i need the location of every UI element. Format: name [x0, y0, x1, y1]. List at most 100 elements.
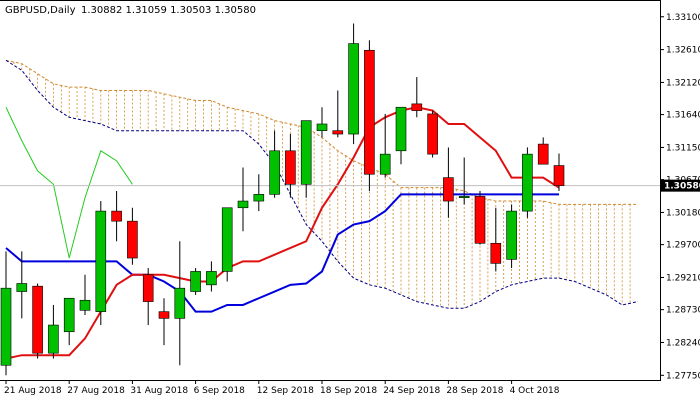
y-tick-label: 1.28240 [666, 338, 700, 348]
candle [16, 251, 28, 319]
candle-body [285, 150, 296, 185]
y-tick-label: 1.30180 [666, 208, 700, 218]
candle [158, 298, 170, 346]
candle [127, 207, 138, 265]
x-tick-label: 24 Sep 2018 [383, 386, 440, 396]
candle-body [127, 220, 138, 259]
candle-body [537, 143, 549, 165]
y-tick-label: 1.28730 [666, 306, 700, 316]
candle [95, 201, 107, 326]
y-tick-label: 1.29210 [666, 273, 700, 283]
candle [427, 110, 438, 158]
candle-body [0, 287, 12, 366]
candle [221, 207, 233, 282]
candle-body [206, 271, 217, 286]
candle [348, 23, 359, 145]
candle-body [379, 153, 391, 175]
candle [522, 147, 533, 218]
candlesticks [0, 23, 565, 376]
candle-body [79, 299, 91, 311]
axes [0, 0, 661, 381]
price-tag-background [661, 179, 700, 192]
candle-body [253, 194, 265, 202]
candle [0, 251, 12, 376]
candle [190, 268, 201, 295]
x-tick-label: 12 Sep 2018 [257, 386, 314, 396]
candle-body [522, 153, 533, 212]
candle [537, 137, 549, 165]
y-tick-label: 1.32120 [666, 78, 700, 88]
x-tick-label: 6 Sep 2018 [194, 386, 246, 396]
candle-body [95, 210, 107, 312]
candle [142, 268, 154, 326]
candle [32, 283, 43, 359]
ohlc-label: 1.30882 1.31059 1.30503 1.30580 [81, 5, 256, 16]
y-tick-label: 1.27750 [666, 371, 700, 381]
candle-body [427, 113, 438, 155]
candle [490, 207, 502, 272]
chikou-span-line [5, 107, 133, 259]
candle-body [300, 120, 312, 185]
candle [63, 297, 75, 346]
candle-body [443, 177, 454, 202]
y-tick-label: 1.33100 [666, 13, 700, 23]
candle-body [237, 200, 249, 209]
candle [379, 113, 391, 178]
x-axis-ticks: 21 Aug 2018 27 Aug 2018 31 Aug 2018 6 Sep 2… [4, 380, 560, 396]
candle-body [411, 103, 423, 111]
candle [506, 204, 517, 269]
x-tick-label: 18 Sep 2018 [320, 386, 377, 396]
symbol-label: GBPUSD,Daily [5, 5, 76, 16]
candle-body [190, 271, 201, 292]
candle-body [221, 207, 233, 272]
current-price-tag: 1.30580 [661, 179, 700, 192]
tenkan-sen-line [5, 106, 560, 360]
candle [48, 304, 59, 359]
y-tick-label: 1.31640 [666, 111, 700, 121]
candle-body [16, 283, 28, 292]
y-tick-label: 1.32610 [666, 46, 700, 56]
x-tick-label: 28 Sep 2018 [446, 386, 503, 396]
x-tick-label: 27 Aug 2018 [67, 386, 125, 396]
candle [206, 261, 217, 292]
candle-body [111, 210, 122, 222]
x-tick-label: 31 Aug 2018 [130, 386, 188, 396]
candle [395, 106, 407, 165]
candle [332, 90, 344, 138]
x-tick-label: 21 Aug 2018 [4, 386, 62, 396]
y-tick-label: 1.31150 [666, 143, 700, 153]
candle [237, 167, 249, 232]
candle [411, 77, 423, 118]
candle [285, 134, 296, 198]
candle-body [490, 242, 502, 264]
candle-body [395, 106, 407, 152]
candle [253, 174, 265, 212]
candle-body [553, 165, 565, 186]
candle-body [48, 324, 59, 354]
candle-body [332, 130, 344, 135]
candle-body [32, 285, 43, 354]
candle-body [158, 311, 170, 319]
candle [269, 130, 280, 198]
candle-body [142, 274, 154, 302]
candle [474, 191, 486, 245]
candle [364, 40, 375, 192]
candle-body [316, 123, 328, 131]
candle-body [364, 49, 375, 175]
candle-body [458, 196, 470, 199]
candle-body [63, 297, 75, 333]
candle-body [269, 150, 280, 195]
candle [553, 153, 565, 192]
candle [300, 120, 312, 198]
candle [443, 147, 454, 218]
candle-body [348, 43, 359, 135]
price-tag-label: 1.30580 [664, 182, 700, 192]
candle [458, 157, 470, 205]
candle [79, 274, 91, 315]
candle-body [506, 210, 517, 260]
y-tick-label: 1.29700 [666, 241, 700, 251]
candle [316, 107, 328, 138]
candle [174, 241, 186, 366]
candle [111, 191, 122, 242]
